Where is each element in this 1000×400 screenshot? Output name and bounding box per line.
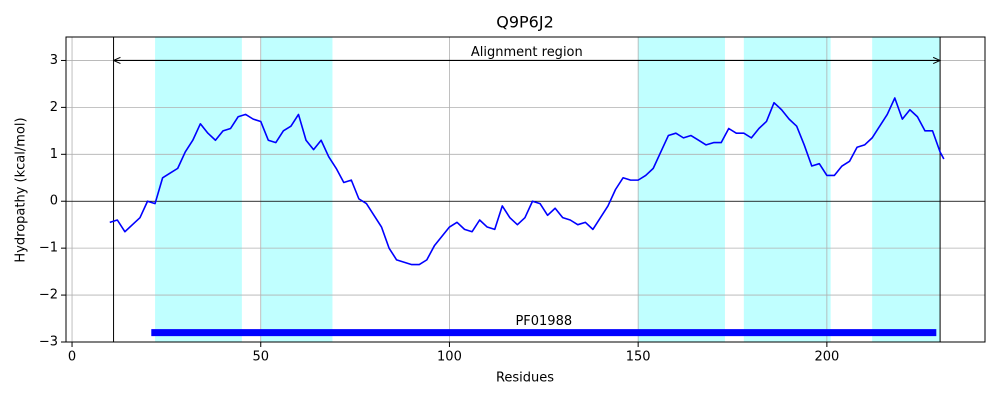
y-tick-label: −1 <box>39 241 58 256</box>
shaded-region <box>743 37 831 342</box>
chart-title: Q9P6J2 <box>496 13 554 32</box>
y-axis-label: Hydropathy (kcal/mol) <box>14 117 29 262</box>
y-tick-label: 3 <box>50 53 58 68</box>
shaded-region <box>638 37 725 342</box>
plot-frame <box>65 36 986 343</box>
alignment-label: Alignment region <box>471 45 583 60</box>
x-tick-label: 0 <box>68 350 76 365</box>
x-tick-label: 150 <box>626 350 651 365</box>
x-tick-label: 50 <box>252 350 269 365</box>
y-tick-label: 1 <box>50 147 58 162</box>
y-tick-label: −2 <box>39 288 58 303</box>
y-tick-label: 2 <box>50 100 58 115</box>
x-tick-label: 200 <box>814 350 839 365</box>
y-tick-label: 0 <box>50 194 58 209</box>
shaded-region <box>260 37 333 342</box>
x-axis-label: Residues <box>496 371 554 386</box>
y-tick-label: −3 <box>39 335 58 350</box>
hydropathy-line <box>109 97 945 266</box>
shaded-region <box>872 37 941 342</box>
shaded-region <box>155 37 242 342</box>
domain-label: PF01988 <box>515 314 572 329</box>
x-tick-label: 100 <box>437 350 462 365</box>
